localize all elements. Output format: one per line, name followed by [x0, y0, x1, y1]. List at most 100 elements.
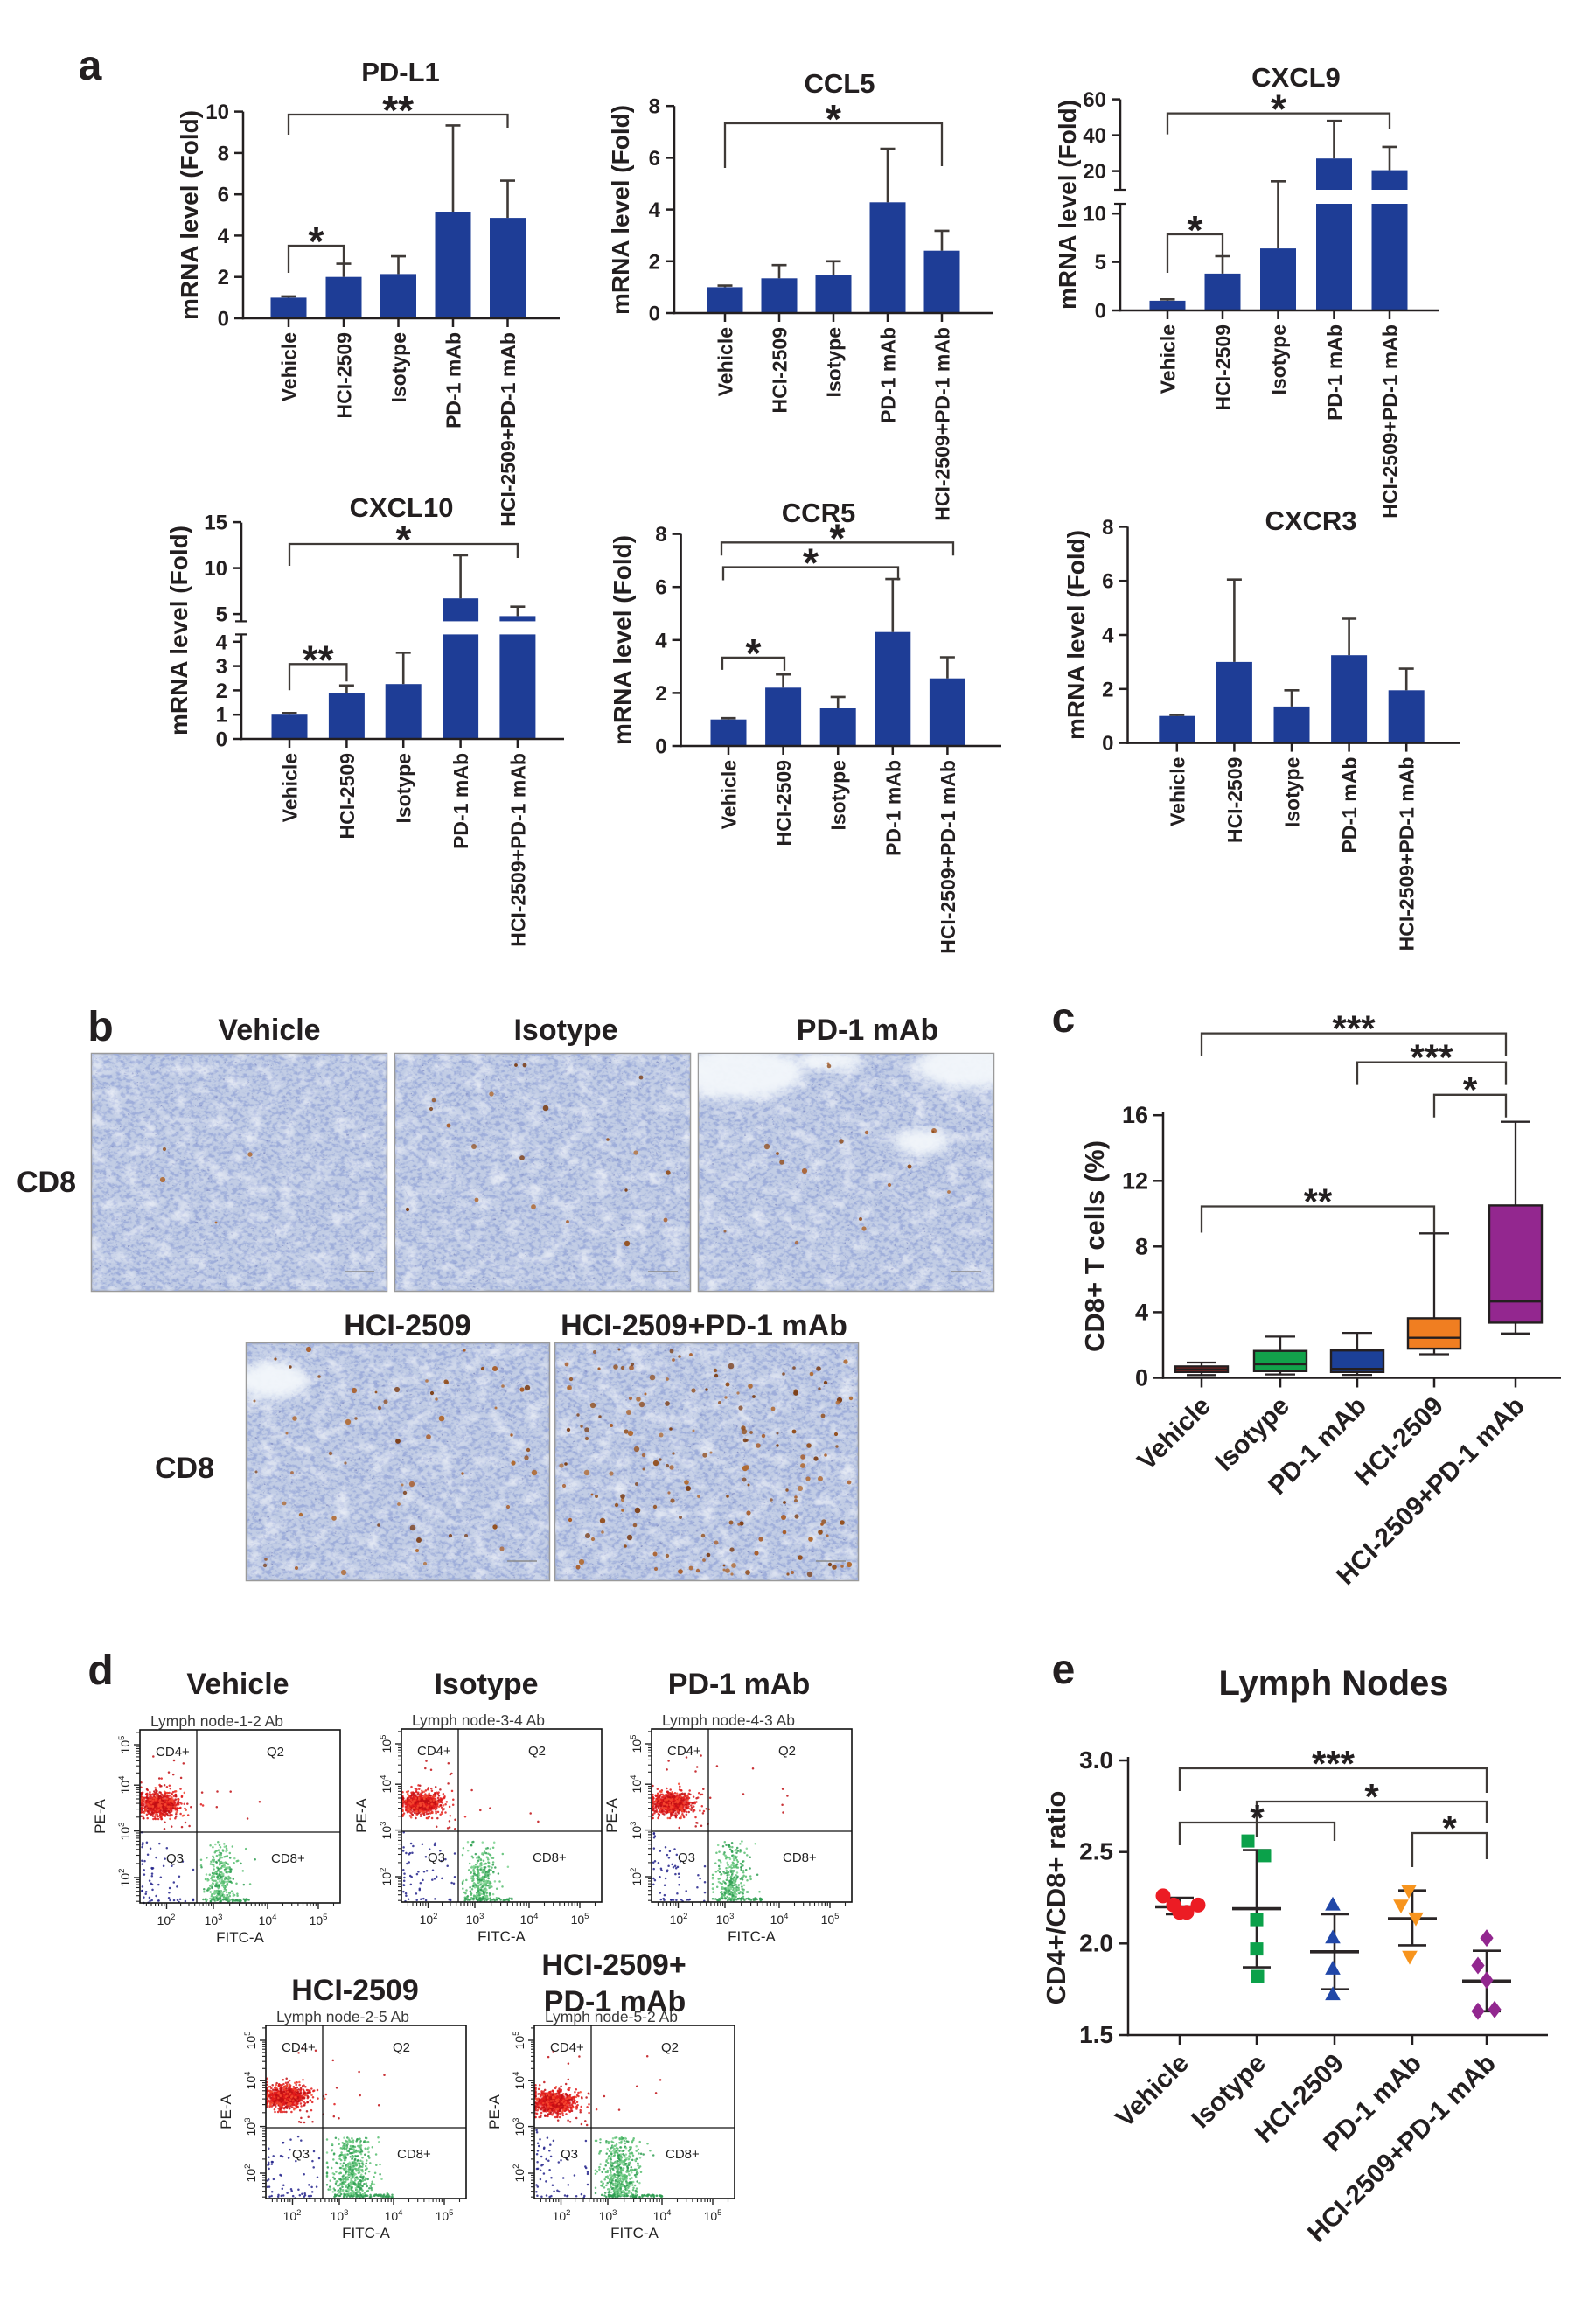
svg-text:Q3: Q3 — [678, 1850, 695, 1865]
svg-text:HCI-2509+: HCI-2509+ — [541, 1948, 686, 1982]
svg-text:CD4+: CD4+ — [667, 1744, 701, 1759]
svg-text:0: 0 — [655, 735, 666, 759]
svg-text:*: * — [1463, 1070, 1478, 1111]
svg-text:***: *** — [1410, 1037, 1453, 1078]
svg-text:HCI-2509+PD-1 mAb: HCI-2509+PD-1 mAb — [497, 332, 519, 526]
svg-text:Lymph node-4-3 Ab: Lymph node-4-3 Ab — [662, 1711, 795, 1729]
svg-text:**: ** — [382, 87, 414, 133]
svg-text:HCI-2509+PD-1 mAb: HCI-2509+PD-1 mAb — [931, 327, 954, 521]
svg-text:10: 10 — [1083, 203, 1106, 227]
svg-text:e: e — [1052, 1647, 1076, 1693]
svg-text:HCI-2509: HCI-2509 — [333, 332, 356, 418]
svg-text:mRNA level (Fold): mRNA level (Fold) — [607, 105, 634, 315]
svg-text:*: * — [309, 219, 324, 264]
svg-text:PD-1 mAb: PD-1 mAb — [450, 753, 472, 849]
svg-text:4: 4 — [1102, 624, 1114, 648]
svg-text:HCI-2509: HCI-2509 — [291, 1974, 419, 2007]
svg-text:*: * — [1442, 1808, 1457, 1849]
svg-text:0: 0 — [216, 728, 227, 752]
svg-text:HCI-2509: HCI-2509 — [1223, 757, 1246, 843]
svg-text:5: 5 — [216, 603, 227, 627]
svg-text:Isotype: Isotype — [387, 332, 410, 403]
svg-text:10: 10 — [204, 557, 227, 581]
svg-text:mRNA level (Fold): mRNA level (Fold) — [165, 526, 192, 735]
svg-text:2: 2 — [649, 250, 660, 274]
svg-text:0: 0 — [1102, 732, 1113, 756]
svg-text:Lymph node-2-5 Ab: Lymph node-2-5 Ab — [276, 2008, 409, 2025]
svg-text:Lymph node-3-4 Ab: Lymph node-3-4 Ab — [412, 1711, 545, 1729]
svg-text:12: 12 — [1122, 1167, 1148, 1194]
svg-text:d: d — [87, 1648, 113, 1694]
svg-text:CD8+: CD8+ — [533, 1850, 567, 1865]
svg-text:Lymph node-1-2 Ab: Lymph node-1-2 Ab — [150, 1712, 283, 1730]
svg-text:6: 6 — [655, 576, 666, 600]
svg-text:FITC-A: FITC-A — [728, 1928, 776, 1945]
svg-text:CXCL9: CXCL9 — [1251, 62, 1341, 93]
svg-text:Lymph Nodes: Lymph Nodes — [1219, 1664, 1449, 1703]
svg-text:*: * — [803, 540, 819, 586]
svg-text:3: 3 — [216, 655, 227, 679]
svg-text:mRNA level (Fold): mRNA level (Fold) — [1054, 100, 1081, 310]
svg-text:Vehicle: Vehicle — [186, 1668, 289, 1701]
svg-text:Vehicle: Vehicle — [218, 1014, 320, 1047]
svg-text:2: 2 — [218, 266, 229, 289]
svg-text:CD4+/CD8+ ratio: CD4+/CD8+ ratio — [1041, 1791, 1071, 2005]
svg-text:1.5: 1.5 — [1079, 2021, 1113, 2048]
svg-text:*: * — [395, 517, 411, 562]
svg-text:6: 6 — [649, 147, 660, 171]
svg-text:Q3: Q3 — [428, 1850, 445, 1865]
svg-text:6: 6 — [218, 184, 229, 207]
svg-text:8: 8 — [655, 523, 666, 547]
svg-text:4: 4 — [649, 199, 661, 222]
svg-text:Q3: Q3 — [166, 1851, 184, 1866]
svg-text:mRNA level (Fold): mRNA level (Fold) — [176, 110, 203, 320]
svg-text:mRNA level (Fold): mRNA level (Fold) — [1063, 530, 1090, 740]
svg-text:***: *** — [1332, 1008, 1376, 1049]
svg-text:2: 2 — [216, 680, 227, 703]
svg-text:FITC-A: FITC-A — [477, 1928, 526, 1945]
svg-text:PD-1 mAb: PD-1 mAb — [443, 332, 465, 429]
svg-text:Isotype: Isotype — [393, 753, 415, 824]
svg-text:Isotype: Isotype — [1267, 324, 1290, 395]
svg-text:4: 4 — [218, 225, 230, 248]
svg-text:8: 8 — [1102, 516, 1113, 540]
svg-text:*: * — [826, 96, 841, 142]
svg-text:HCI-2509: HCI-2509 — [769, 327, 791, 413]
svg-text:c: c — [1052, 995, 1076, 1042]
svg-text:Vehicle: Vehicle — [278, 332, 301, 401]
svg-text:5: 5 — [1095, 251, 1106, 275]
svg-text:Isotype: Isotype — [513, 1014, 617, 1047]
svg-text:Q2: Q2 — [267, 1745, 284, 1760]
svg-text:*: * — [830, 515, 846, 561]
svg-text:HCI-2509: HCI-2509 — [772, 760, 795, 846]
svg-text:Vehicle: Vehicle — [718, 760, 741, 829]
svg-text:CD4+: CD4+ — [417, 1744, 451, 1759]
svg-text:40: 40 — [1083, 124, 1106, 148]
svg-text:PD-1 mAb: PD-1 mAb — [877, 327, 900, 423]
svg-text:CD8: CD8 — [17, 1166, 76, 1199]
svg-text:CD8+: CD8+ — [271, 1851, 305, 1866]
svg-text:*: * — [1364, 1776, 1379, 1817]
svg-text:10: 10 — [206, 101, 229, 124]
svg-text:20: 20 — [1083, 160, 1106, 184]
svg-text:*: * — [1188, 207, 1203, 253]
svg-text:0: 0 — [1135, 1365, 1148, 1391]
svg-text:HCI-2509: HCI-2509 — [1212, 324, 1235, 410]
svg-text:**: ** — [1304, 1181, 1333, 1222]
svg-text:mRNA level (Fold): mRNA level (Fold) — [609, 535, 636, 745]
svg-text:0: 0 — [218, 308, 229, 331]
svg-text:15: 15 — [204, 512, 227, 535]
svg-text:**: ** — [303, 637, 334, 682]
svg-text:2: 2 — [1102, 678, 1113, 701]
svg-text:16: 16 — [1122, 1102, 1148, 1128]
svg-text:CCL5: CCL5 — [805, 68, 875, 99]
svg-text:PE-A: PE-A — [353, 1798, 370, 1833]
svg-text:8: 8 — [649, 95, 660, 119]
svg-text:8: 8 — [218, 142, 229, 165]
svg-text:8: 8 — [1135, 1233, 1148, 1259]
svg-text:1: 1 — [216, 704, 227, 728]
svg-text:Vehicle: Vehicle — [279, 753, 302, 822]
svg-text:6: 6 — [1102, 570, 1113, 594]
svg-text:PD-1 mAb: PD-1 mAb — [1338, 757, 1361, 854]
svg-text:PD-L1: PD-L1 — [361, 57, 440, 87]
